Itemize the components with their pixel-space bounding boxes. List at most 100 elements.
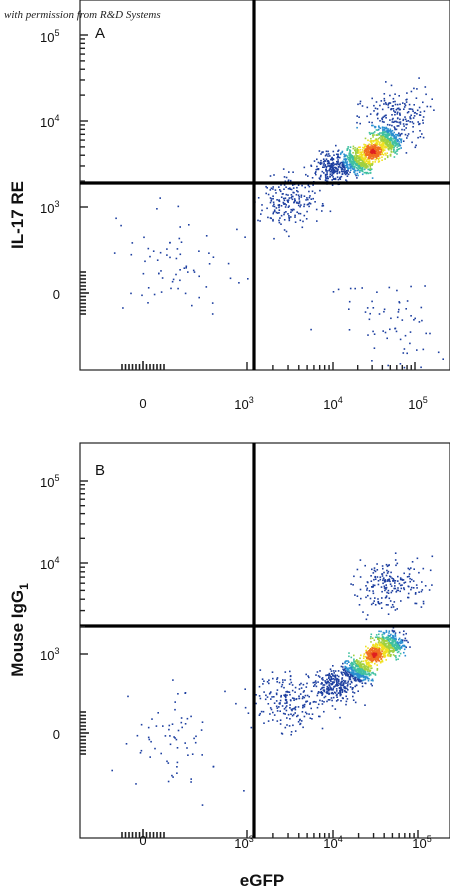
event-dot: [387, 138, 389, 140]
event-dot: [385, 642, 388, 645]
event-dot: [381, 118, 384, 121]
event-dot: [399, 646, 402, 649]
event-dot: [386, 152, 388, 154]
event-dot: [387, 579, 389, 581]
event-dot: [303, 715, 306, 718]
event-dot: [149, 756, 151, 758]
event-dot: [322, 684, 324, 686]
event-dot: [374, 673, 377, 675]
event-dot: [391, 644, 394, 647]
event-dot: [365, 596, 367, 599]
event-dot: [296, 186, 298, 189]
event-dot: [376, 154, 378, 157]
event-dot: [291, 195, 293, 198]
panel-b-tick-marks: [80, 480, 419, 838]
event-dot: [386, 591, 388, 594]
event-dot: [372, 157, 375, 159]
event-dot: [383, 103, 385, 105]
event-dot: [259, 220, 261, 222]
event-dot: [176, 248, 179, 250]
event-dot: [378, 648, 381, 650]
event-dot: [373, 600, 375, 602]
event-dot: [389, 133, 391, 135]
event-dot: [297, 204, 300, 207]
event-dot: [395, 648, 397, 650]
event-dot: [374, 156, 377, 158]
event-dot: [313, 700, 315, 703]
event-dot: [316, 165, 318, 168]
event-dot: [417, 121, 419, 123]
event-dot: [268, 682, 270, 685]
event-dot: [377, 133, 380, 135]
event-dot: [361, 666, 363, 668]
event-dot: [370, 679, 373, 682]
event-dot: [371, 97, 373, 100]
event-dot: [357, 151, 359, 154]
event-dot: [314, 172, 316, 174]
event-dot: [286, 199, 289, 202]
event-dot: [289, 187, 291, 189]
event-dot: [425, 332, 427, 335]
event-dot: [392, 105, 394, 107]
event-dot: [421, 319, 423, 322]
event-dot: [331, 156, 333, 159]
event-dot: [372, 146, 374, 149]
event-dot: [387, 592, 390, 594]
event-dot: [422, 136, 425, 139]
event-dot: [403, 129, 406, 131]
event-dot: [387, 636, 389, 639]
event-dot: [359, 151, 362, 153]
event-dot: [275, 693, 278, 696]
event-dot: [334, 177, 337, 180]
event-dot: [409, 342, 411, 345]
event-dot: [374, 153, 377, 156]
event-dot: [290, 211, 292, 213]
event-dot: [377, 139, 379, 142]
event-dot: [344, 687, 346, 690]
event-dot: [378, 125, 380, 127]
event-dot: [262, 710, 265, 713]
event-dot: [328, 672, 331, 675]
event-dot: [333, 679, 336, 681]
event-dot: [388, 630, 391, 632]
event-dot: [356, 151, 358, 154]
event-dot: [298, 683, 301, 686]
event-dot: [389, 583, 392, 585]
event-dot: [380, 637, 382, 640]
event-dot: [326, 685, 329, 688]
event-dot: [355, 160, 357, 162]
event-dot: [380, 648, 383, 651]
event-dot: [383, 146, 386, 148]
event-dot: [374, 651, 376, 654]
event-dot: [300, 194, 303, 197]
event-dot: [370, 147, 372, 150]
event-dot: [333, 672, 335, 674]
event-dot: [395, 659, 398, 661]
event-dot: [377, 583, 380, 586]
event-dot: [398, 655, 401, 657]
event-dot: [396, 111, 399, 114]
event-dot: [346, 180, 348, 183]
event-dot: [395, 656, 397, 659]
event-dot: [122, 307, 124, 309]
event-dot: [321, 727, 324, 730]
event-dot: [371, 672, 373, 674]
event-dot: [394, 632, 397, 634]
event-dot: [383, 585, 386, 588]
panel-a-dots: [113, 77, 444, 369]
event-dot: [404, 654, 407, 657]
event-dot: [369, 163, 371, 165]
event-dot: [398, 143, 400, 145]
event-dot: [397, 580, 399, 582]
event-dot: [340, 684, 342, 686]
event-dot: [379, 653, 382, 655]
event-dot: [384, 146, 387, 148]
event-dot: [357, 667, 359, 670]
event-dot: [378, 650, 380, 653]
event-dot: [270, 698, 272, 700]
event-dot: [289, 670, 291, 673]
event-dot: [304, 711, 307, 714]
event-dot: [269, 707, 272, 709]
event-dot: [296, 211, 298, 213]
event-dot: [341, 165, 344, 168]
